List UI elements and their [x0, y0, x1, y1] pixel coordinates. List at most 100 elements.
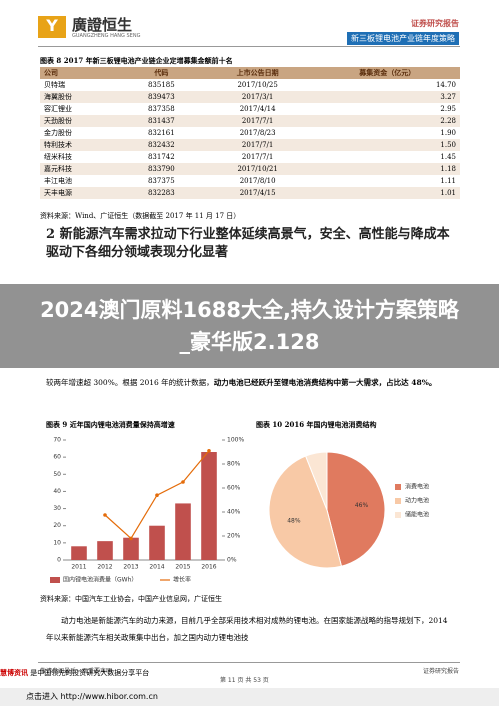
x-tick-label: 2015: [175, 564, 190, 571]
table-row: 容汇锂业 837358 2017/4/14 2.95: [40, 103, 460, 115]
table-cell: 嘉元科技: [44, 165, 72, 173]
table-cell: 2017/8/10: [239, 177, 276, 185]
table-row: 贝特瑞 835185 2017/10/25 14.70: [40, 79, 460, 91]
bar: [201, 452, 217, 560]
table-cell: 3.27: [440, 93, 456, 101]
table-cell: 832283: [147, 189, 175, 197]
y-tick-label: 40: [53, 488, 61, 495]
section-title: 2 新能源汽车需求拉动下行业整体延续高景气，安全、高性能与降成本驱动下各细分领域…: [46, 227, 450, 260]
table-cell: 天丰电源: [44, 189, 72, 197]
legend-label: 动力电池: [405, 497, 429, 505]
footer-rule: [38, 662, 460, 663]
link-bar[interactable]: 点击进入 http://www.hibor.com.cn: [0, 688, 499, 706]
table-cell: 特利技术: [44, 141, 72, 149]
y-tick-label: 20: [53, 522, 61, 529]
table-cell: 贝特瑞: [44, 81, 65, 89]
bar-chart: 0 10 20 30 40 50 60 70 0% 20% 40% 60% 80% 100% 2011 201…: [50, 437, 244, 584]
y2-tick-label: 40%: [227, 509, 241, 516]
table-row: 丰江电池 837375 2017/8/10 1.11: [40, 175, 460, 187]
pie-slice: [304, 451, 328, 511]
table-row: 特利技术 832432 2017/7/1 1.50: [40, 139, 460, 151]
brand-line: 慧博资讯 是中国领先的投资研究大数据分享平台: [0, 668, 149, 678]
legend-swatch: [395, 512, 401, 518]
footer-right: 证券研究报告: [422, 668, 459, 675]
footer-left: 敬请参阅最后一页重要声明: [40, 668, 113, 675]
data-table: 公司 代码 上市公告日期 募集资金（亿元） 贝特瑞 835185 2017/10/25 14.…: [40, 67, 460, 199]
banner-text: 2024澳门原料1688大全,持久设计方案策略_豪华版2.128: [40, 298, 459, 354]
pie-slice: [326, 451, 386, 567]
data-label: 48%: [287, 517, 301, 524]
y-tick-label: 70: [53, 437, 61, 444]
table-title: 图表 8 2017 年新三板锂电池产业链企业定增募集金额前十名: [40, 56, 233, 65]
table-cell: 832161: [147, 129, 175, 137]
table-cell: 837358: [147, 105, 175, 113]
y-tick-label: 0: [57, 557, 61, 564]
y-tick-label: 50: [53, 471, 61, 478]
pie-slice: [268, 455, 343, 569]
figure-source: 资料来源：中国汽车工业协会，中国产业信息网，广证恒生: [40, 595, 222, 603]
table-cell: 2017/10/21: [237, 165, 278, 173]
table-cell: 1.50: [440, 141, 456, 149]
bar: [149, 525, 165, 560]
table-cell: 纽米科技: [44, 153, 72, 161]
x-tick-label: 2011: [71, 564, 86, 571]
bar: [123, 537, 139, 560]
logo: Y 廣證恒生 GUANGZHENG HANG SENG: [38, 14, 168, 42]
figure-title: 图表 9 近年国内锂电池消费量保持高增速: [46, 420, 175, 429]
table-cell: 1.90: [440, 129, 456, 137]
logo-icon: Y: [38, 16, 66, 38]
banner: 2024澳门原料1688大全,持久设计方案策略_豪华版2.128: [0, 284, 499, 368]
table-cell: 丰江电池: [44, 177, 72, 185]
x-tick-label: 2014: [149, 564, 164, 571]
y2-tick-label: 60%: [227, 485, 241, 492]
table-cell: 837375: [147, 177, 175, 185]
report-type: 证券研究报告: [411, 19, 459, 28]
report-title: 新三板锂电池产业链年度策略: [347, 32, 459, 45]
table-row: 天丰电源 832283 2017/4/15 1.01: [40, 187, 460, 199]
paragraph-bold: 动力电池已经跃升至锂电池消费结构中第一大需求，占比达 48%。: [213, 378, 437, 387]
table-cell: 天劲股份: [44, 117, 72, 125]
table-cell: 2017/4/14: [239, 105, 276, 113]
table-cell: 832432: [147, 141, 175, 149]
table-row: 天劲股份 831437 2017/7/1 2.28: [40, 115, 460, 127]
legend-swatch: [395, 498, 401, 504]
slogan: 是中国领先的投资研究大数据分享平台: [30, 669, 150, 677]
legend-label: 消费电池: [405, 483, 429, 491]
x-tick-label: 2013: [123, 564, 138, 571]
table-cell: 839473: [147, 93, 175, 101]
y2-tick-label: 80%: [227, 461, 241, 468]
table-cell: 1.18: [440, 165, 456, 173]
header-rule: [38, 46, 460, 47]
footer-page: 第 11 页 共 53 页: [220, 677, 269, 684]
legend-label: 储能电池: [405, 511, 429, 519]
x-tick-label: 2016: [201, 564, 216, 571]
y2-tick-label: 20%: [227, 533, 241, 540]
y2-tick-label: 0%: [227, 557, 237, 564]
paragraph-text: 较两年增速超 300%。根据 2016 年的统计数据，: [46, 378, 214, 387]
table-cell: 2017/3/1: [241, 93, 274, 101]
data-label: 46%: [355, 502, 369, 509]
y-tick-label: 10: [53, 539, 61, 546]
x-tick-label: 2012: [97, 564, 112, 571]
table-cell: 1.01: [440, 189, 456, 197]
table-cell: 831437: [147, 117, 175, 125]
table-cell: 2017/7/1: [241, 141, 274, 149]
table-cell: 831742: [147, 153, 175, 161]
table-row: 金力股份 832161 2017/8/23 1.90: [40, 127, 460, 139]
paragraph: 动力电池是新能源汽车的动力来源，目前几乎全部采用技术相对成熟的锂电池。在国家能源…: [46, 616, 448, 642]
table-cell: 海翼股份: [44, 93, 72, 101]
table-cell: 1.11: [440, 177, 456, 185]
paragraph: 较两年增速超 300%。根据 2016 年的统计数据，动力电池已经跃升至锂电池消…: [46, 375, 456, 391]
y-tick-label: 30: [53, 505, 61, 512]
logo-sub: GUANGZHENG HANG SENG: [72, 33, 141, 39]
table-cell: 2017/10/25: [237, 81, 278, 89]
y2-tick-label: 100%: [227, 437, 244, 444]
legend-swatch: [50, 577, 60, 583]
brand: 慧博资讯: [0, 669, 28, 677]
table-cell: 金力股份: [44, 129, 72, 137]
table-cell: 2017/8/23: [239, 129, 276, 137]
bar: [97, 541, 113, 560]
table-cell: 2.95: [440, 105, 456, 113]
column-header: 公司: [40, 67, 122, 79]
column-header: 代码: [121, 67, 201, 79]
